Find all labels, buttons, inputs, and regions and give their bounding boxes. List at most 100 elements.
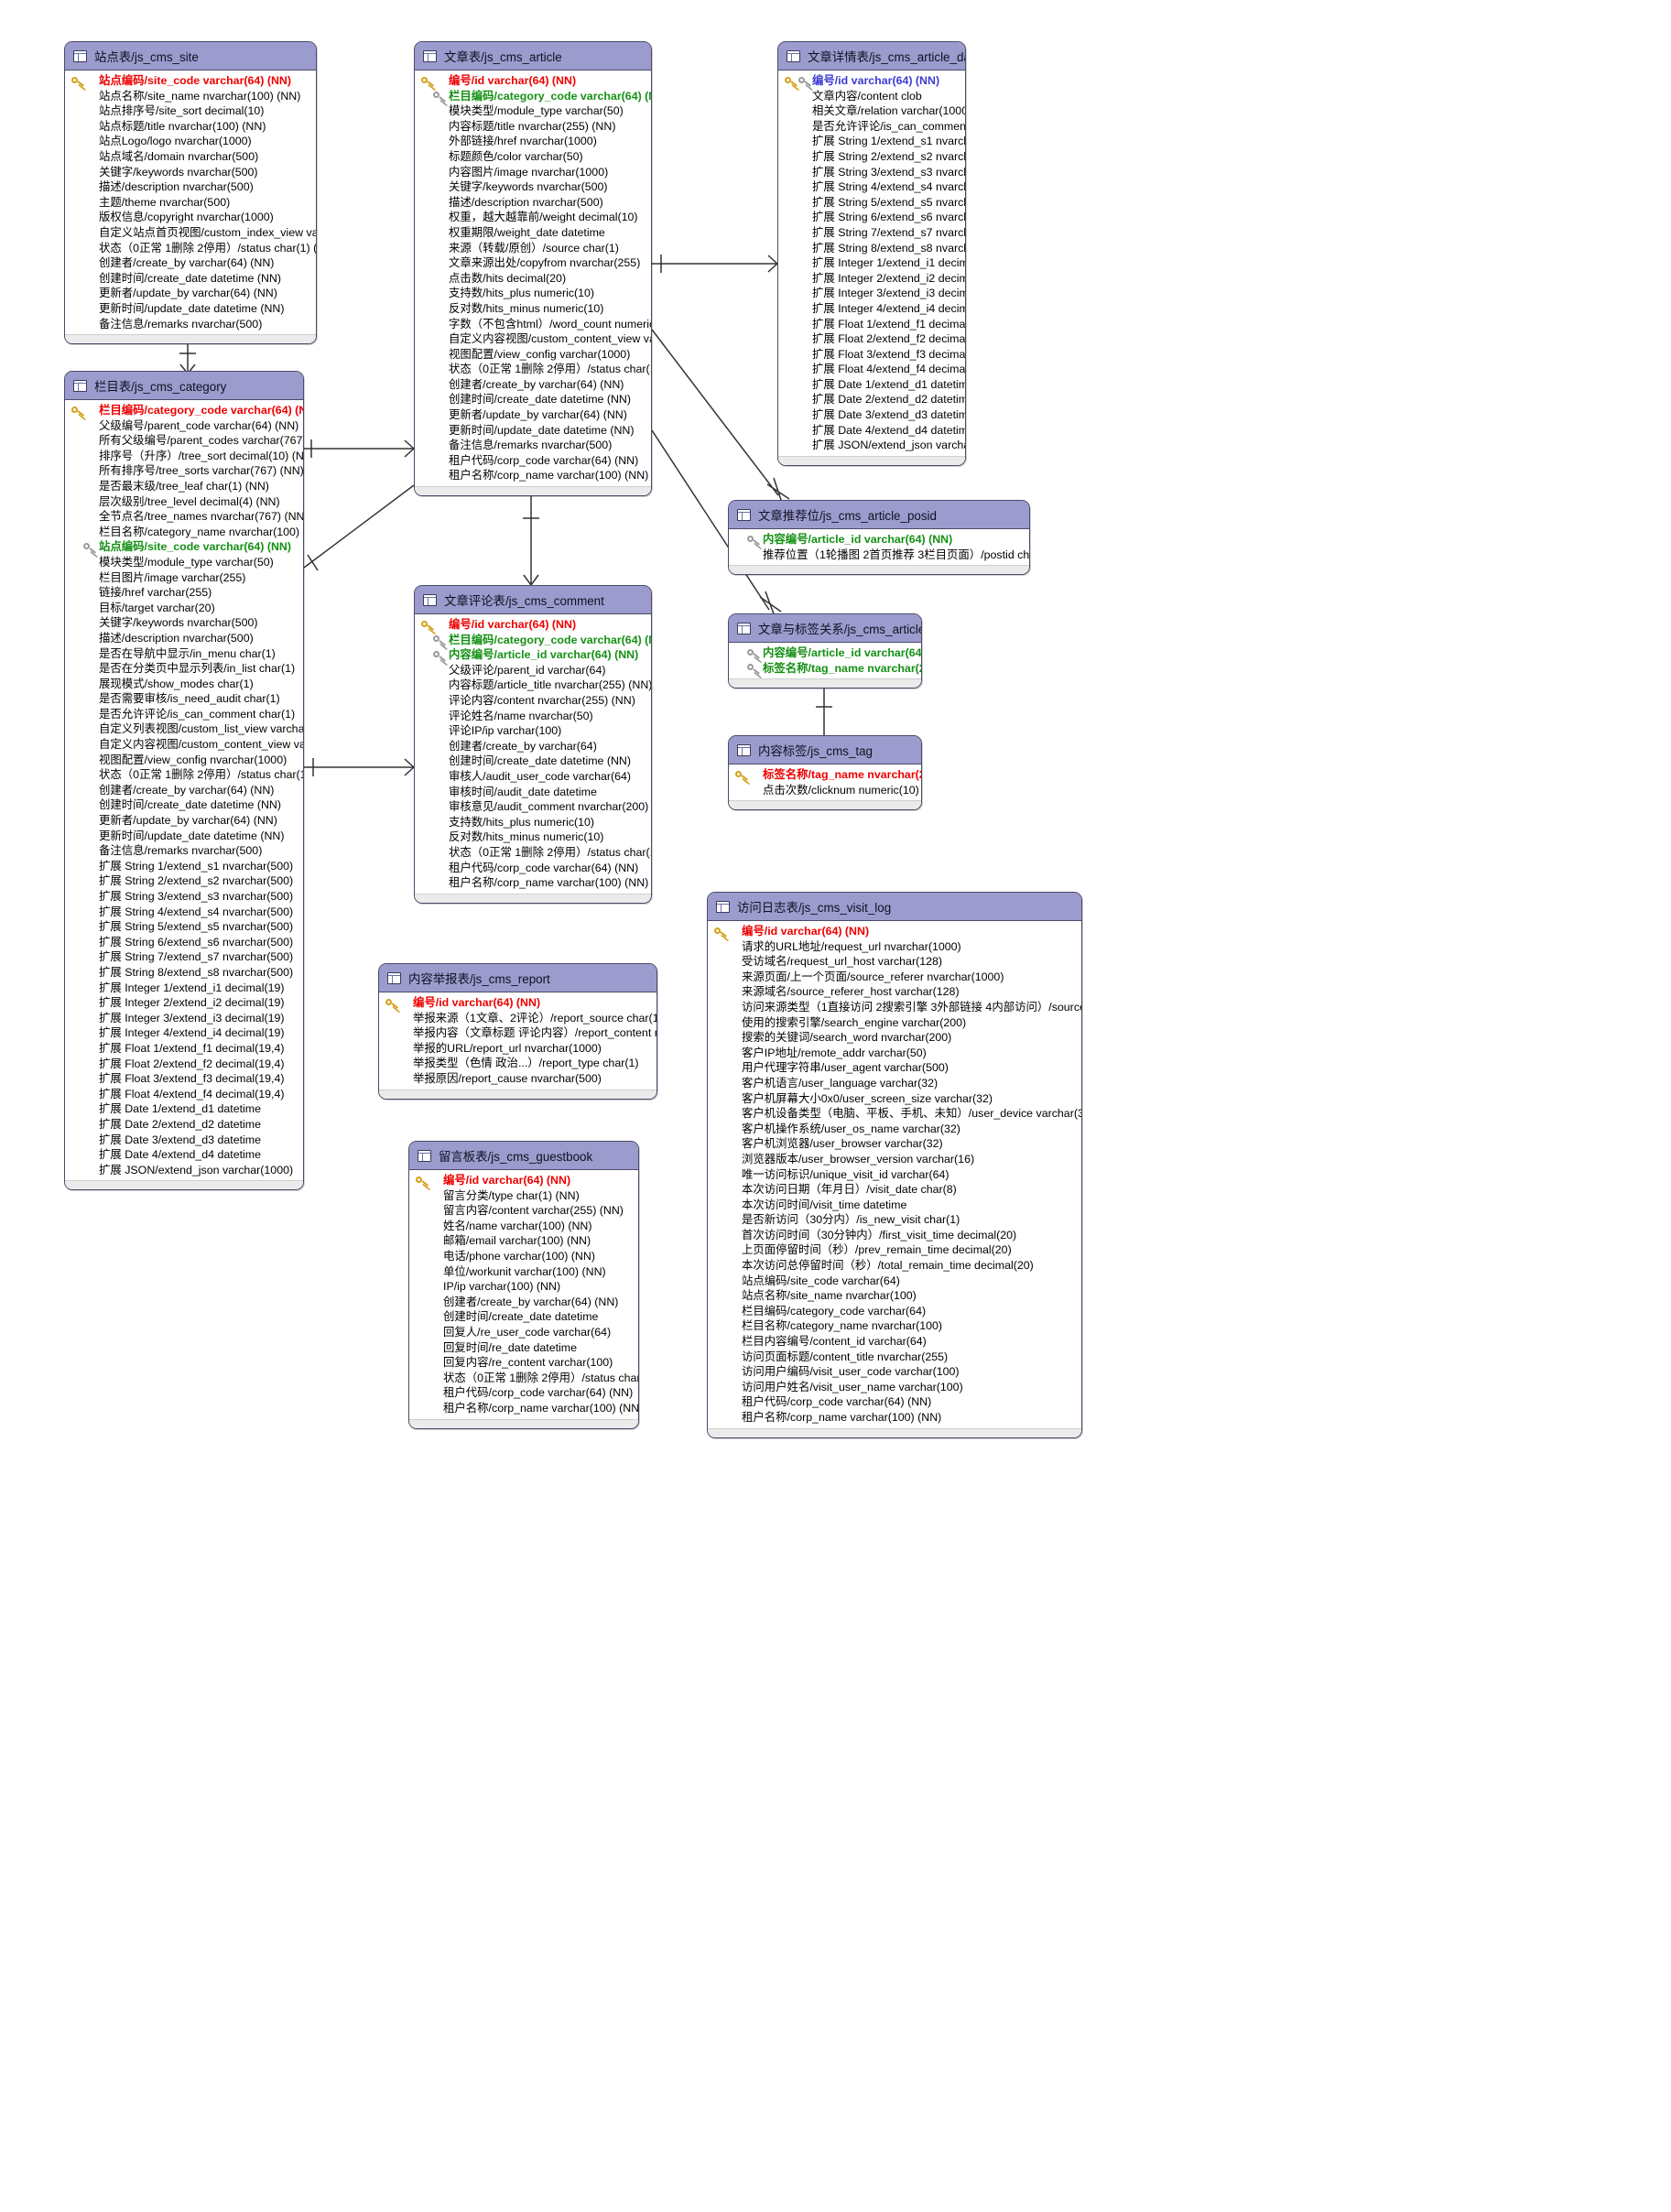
entity-field-row[interactable]: 审核人/audit_user_code varchar(64) (415, 769, 651, 785)
entity-field-row[interactable]: 来源（转载/原创）/source char(1) (415, 241, 651, 256)
entity-field-row[interactable]: 内容编号/article_id varchar(64) (NN) (729, 532, 1029, 548)
entity-header-comment[interactable]: 文章评论表/js_cms_comment (415, 586, 651, 614)
entity-field-row[interactable]: 用户代理字符串/user_agent varchar(500) (708, 1060, 1081, 1076)
entity-field-row[interactable]: 扩展 Float 4/extend_f4 decimal(19,4) (65, 1087, 303, 1102)
entity-field-row[interactable]: 举报的URL/report_url nvarchar(1000) (379, 1041, 656, 1057)
entity-field-row[interactable]: 单位/workunit varchar(100) (NN) (409, 1264, 638, 1280)
entity-field-row[interactable]: 是否需要审核/is_need_audit char(1) (65, 691, 303, 707)
entity-field-row[interactable]: 描述/description nvarchar(500) (65, 179, 316, 195)
entity-field-row[interactable]: 扩展 Float 1/extend_f1 decimal(19,4) (65, 1041, 303, 1057)
entity-field-row[interactable]: 浏览器版本/user_browser_version varchar(16) (708, 1152, 1081, 1167)
entity-field-row[interactable]: 租户代码/corp_code varchar(64) (NN) (409, 1385, 638, 1401)
entity-field-row[interactable]: 站点标题/title nvarchar(100) (NN) (65, 119, 316, 135)
entity-field-row[interactable]: 内容图片/image nvarchar(1000) (415, 165, 651, 180)
entity-field-row[interactable]: 版权信息/copyright nvarchar(1000) (65, 210, 316, 225)
entity-field-row[interactable]: 创建时间/create_date datetime (NN) (65, 271, 316, 287)
entity-field-row[interactable]: 更新者/update_by varchar(64) (NN) (65, 286, 316, 301)
entity-field-row[interactable]: 扩展 JSON/extend_json varchar(1000) (778, 438, 965, 453)
entity-site[interactable]: 站点表/js_cms_site 站点编码/site_code varchar(64… (64, 41, 317, 345)
entity-field-row[interactable]: 状态（0正常 1删除 2停用）/status char(1) (NN) (65, 767, 303, 783)
entity-field-row[interactable]: 状态（0正常 1删除 2停用）/status char(1) (NN) (65, 241, 316, 256)
entity-field-row[interactable]: 创建时间/create_date datetime (NN) (415, 392, 651, 407)
entity-header-site[interactable]: 站点表/js_cms_site (65, 42, 316, 70)
entity-field-row[interactable]: 状态（0正常 1删除 2停用）/status char(1) (NN) (415, 845, 651, 861)
entity-header-category[interactable]: 栏目表/js_cms_category (65, 372, 303, 400)
entity-field-row[interactable]: 关键字/keywords nvarchar(500) (65, 165, 316, 180)
entity-field-row[interactable]: 栏目名称/category_name nvarchar(100) (708, 1318, 1081, 1334)
entity-field-row[interactable]: 扩展 Date 1/extend_d1 datetime (65, 1101, 303, 1117)
entity-field-row[interactable]: 反对数/hits_minus numeric(10) (415, 301, 651, 317)
entity-comment[interactable]: 文章评论表/js_cms_comment 编号/id varchar(64) (N… (414, 585, 652, 904)
entity-field-row[interactable]: 编号/id varchar(64) (NN) (778, 73, 965, 89)
entity-field-row[interactable]: 点击次数/clicknum numeric(10) (NN) (729, 783, 921, 798)
entity-field-row[interactable]: 上页面停留时间（秒）/prev_remain_time decimal(20) (708, 1242, 1081, 1258)
entity-field-row[interactable]: 栏目名称/category_name nvarchar(100) (NN) (65, 525, 303, 540)
entity-field-row[interactable]: 本次访问总停留时间（秒）/total_remain_time decimal(2… (708, 1258, 1081, 1274)
entity-field-row[interactable]: 扩展 String 1/extend_s1 nvarchar(500) (65, 859, 303, 874)
entity-field-row[interactable]: 栏目编码/category_code varchar(64) (NN) (415, 633, 651, 648)
entity-field-row[interactable]: 编号/id varchar(64) (NN) (415, 73, 651, 89)
entity-field-row[interactable]: 扩展 String 7/extend_s7 nvarchar(500) (65, 949, 303, 965)
entity-field-row[interactable]: 状态（0正常 1删除 2停用）/status char(1) (NN) (415, 362, 651, 377)
entity-field-row[interactable]: 权重，越大越靠前/weight decimal(10) (415, 210, 651, 225)
entity-field-row[interactable]: 扩展 String 2/extend_s2 nvarchar(500) (65, 873, 303, 889)
entity-field-row[interactable]: 留言内容/content varchar(255) (NN) (409, 1203, 638, 1219)
entity-field-row[interactable]: 扩展 String 3/extend_s3 nvarchar(500) (65, 889, 303, 905)
entity-field-row[interactable]: 扩展 String 6/extend_s6 nvarchar(500) (65, 935, 303, 950)
entity-field-row[interactable]: 租户代码/corp_code varchar(64) (NN) (708, 1394, 1081, 1410)
entity-field-row[interactable]: 更新者/update_by varchar(64) (NN) (65, 813, 303, 829)
entity-field-row[interactable]: 编号/id varchar(64) (NN) (708, 924, 1081, 939)
entity-field-row[interactable]: 全节点名/tree_names nvarchar(767) (NN) (65, 509, 303, 525)
entity-field-row[interactable]: 备注信息/remarks nvarchar(500) (65, 317, 316, 332)
entity-field-row[interactable]: 备注信息/remarks nvarchar(500) (415, 438, 651, 453)
entity-field-row[interactable]: 自定义内容视图/custom_content_view varchar(255) (65, 737, 303, 753)
entity-field-row[interactable]: 回复内容/re_content varchar(100) (409, 1355, 638, 1371)
entity-visit_log[interactable]: 访问日志表/js_cms_visit_log 编号/id varchar(64) … (707, 892, 1082, 1438)
entity-article[interactable]: 文章表/js_cms_article 编号/id varchar(64) (NN)… (414, 41, 652, 497)
entity-field-row[interactable]: 模块类型/module_type varchar(50) (65, 555, 303, 570)
entity-field-row[interactable]: 权重期限/weight_date datetime (415, 225, 651, 241)
entity-field-row[interactable]: 站点编码/site_code varchar(64) (NN) (65, 539, 303, 555)
entity-field-row[interactable]: 扩展 String 5/extend_s5 nvarchar(500) (65, 919, 303, 935)
entity-header-visit_log[interactable]: 访问日志表/js_cms_visit_log (708, 893, 1081, 921)
entity-field-row[interactable]: 扩展 String 8/extend_s8 nvarchar(500) (778, 241, 965, 256)
entity-field-row[interactable]: 扩展 String 2/extend_s2 nvarchar(500) (778, 149, 965, 165)
entity-field-row[interactable]: 请求的URL地址/request_url nvarchar(1000) (708, 939, 1081, 955)
entity-field-row[interactable]: 内容标题/article_title nvarchar(255) (NN) (415, 678, 651, 693)
entity-field-row[interactable]: 本次访问日期（年月日）/visit_date char(8) (708, 1182, 1081, 1198)
entity-field-row[interactable]: 扩展 Date 2/extend_d2 datetime (65, 1117, 303, 1133)
entity-field-row[interactable]: 租户名称/corp_name varchar(100) (NN) (415, 468, 651, 483)
entity-field-row[interactable]: 访问来源类型（1直接访问 2搜索引擎 3外部链接 4内部访问）/source_t… (708, 1000, 1081, 1015)
entity-field-row[interactable]: 视图配置/view_config varchar(1000) (415, 347, 651, 363)
entity-field-row[interactable]: 站点名称/site_name nvarchar(100) (708, 1288, 1081, 1304)
entity-field-row[interactable]: 更新时间/update_date datetime (NN) (415, 423, 651, 439)
entity-field-row[interactable]: 客户机操作系统/user_os_name varchar(32) (708, 1122, 1081, 1137)
entity-field-row[interactable]: 站点编码/site_code varchar(64) (NN) (65, 73, 316, 89)
entity-field-row[interactable]: 栏目编码/category_code varchar(64) (NN) (415, 89, 651, 104)
entity-header-report[interactable]: 内容举报表/js_cms_report (379, 964, 656, 992)
entity-field-row[interactable]: 评论姓名/name nvarchar(50) (415, 709, 651, 724)
entity-field-row[interactable]: 审核时间/audit_date datetime (415, 785, 651, 800)
entity-field-row[interactable]: 唯一访问标识/unique_visit_id varchar(64) (708, 1167, 1081, 1183)
entity-field-row[interactable]: 姓名/name varchar(100) (NN) (409, 1219, 638, 1234)
entity-field-row[interactable]: 标题颜色/color varchar(50) (415, 149, 651, 165)
entity-field-row[interactable]: 扩展 String 4/extend_s4 nvarchar(500) (778, 179, 965, 195)
entity-field-row[interactable]: 租户代码/corp_code varchar(64) (NN) (415, 453, 651, 469)
entity-field-row[interactable]: 描述/description nvarchar(500) (65, 631, 303, 646)
entity-field-row[interactable]: 创建者/create_by varchar(64) (NN) (65, 255, 316, 271)
entity-field-row[interactable]: 租户代码/corp_code varchar(64) (NN) (415, 861, 651, 876)
entity-field-row[interactable]: 备注信息/remarks nvarchar(500) (65, 843, 303, 859)
entity-field-row[interactable]: 扩展 String 7/extend_s7 nvarchar(500) (778, 225, 965, 241)
entity-field-row[interactable]: 受访域名/request_url_host varchar(128) (708, 954, 1081, 970)
entity-field-row[interactable]: 支持数/hits_plus numeric(10) (415, 286, 651, 301)
entity-field-row[interactable]: 使用的搜索引擎/search_engine varchar(200) (708, 1015, 1081, 1031)
entity-header-article_tag[interactable]: 文章与标签关系/js_cms_article_tag (729, 614, 921, 643)
entity-field-row[interactable]: 所有排序号/tree_sorts varchar(767) (NN) (65, 463, 303, 479)
entity-field-row[interactable]: 视图配置/view_config nvarchar(1000) (65, 753, 303, 768)
entity-field-row[interactable]: 电话/phone varchar(100) (NN) (409, 1249, 638, 1264)
entity-field-row[interactable]: 主题/theme nvarchar(500) (65, 195, 316, 211)
entity-field-row[interactable]: 创建时间/create_date datetime (NN) (65, 797, 303, 813)
entity-field-row[interactable]: 所有父级编号/parent_codes varchar(767) (NN) (65, 433, 303, 449)
entity-header-tag[interactable]: 内容标签/js_cms_tag (729, 736, 921, 764)
entity-field-row[interactable]: 是否允许评论/is_can_comment char(1) (65, 707, 303, 722)
